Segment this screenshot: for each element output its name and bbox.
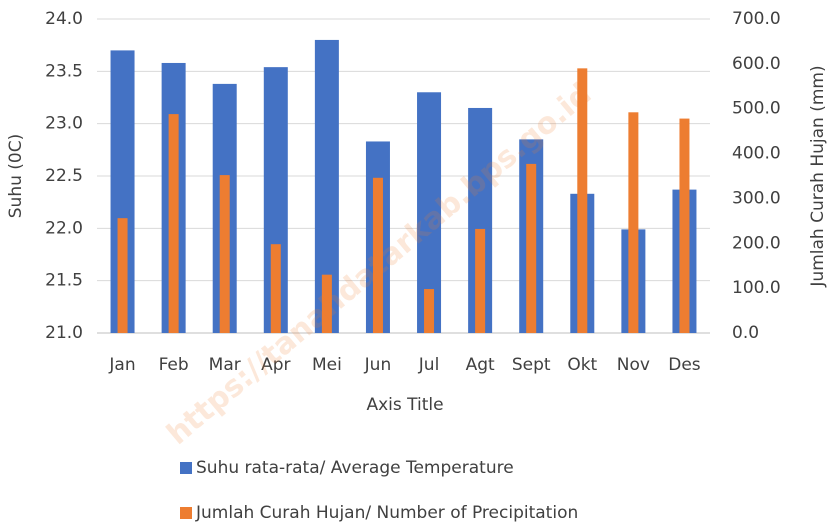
bar bbox=[424, 289, 435, 333]
y2-tick-label: 0.0 bbox=[732, 323, 759, 343]
y-tick-label: 21.0 bbox=[45, 323, 83, 343]
legend-label: Suhu rata-rata/ Average Temperature bbox=[196, 458, 514, 478]
x-tick-label: Agt bbox=[466, 355, 495, 375]
x-tick-label: Mar bbox=[209, 355, 241, 375]
y2-axis-title: Jumlah Curah Hujan (mm) bbox=[808, 65, 828, 287]
bar bbox=[117, 218, 128, 333]
y-tick-label: 24.0 bbox=[45, 9, 83, 29]
x-tick-label: Mei bbox=[312, 355, 342, 375]
bar bbox=[526, 163, 537, 333]
bar bbox=[168, 114, 179, 334]
y-tick-label: 23.0 bbox=[45, 114, 83, 134]
bar bbox=[110, 50, 135, 334]
x-tick-label: Jan bbox=[108, 355, 135, 375]
x-tick-label: Feb bbox=[159, 355, 189, 375]
y2-tick-label: 300.0 bbox=[732, 188, 781, 208]
bar bbox=[628, 112, 639, 333]
x-tick-label: Des bbox=[668, 355, 701, 375]
legend-swatch bbox=[180, 507, 192, 519]
x-tick-label: Jul bbox=[418, 355, 440, 375]
legend-swatch bbox=[180, 462, 192, 474]
y2-tick-label: 100.0 bbox=[732, 278, 781, 298]
y-tick-label: 22.5 bbox=[45, 166, 83, 186]
x-tick-label: Sept bbox=[512, 355, 551, 375]
bar bbox=[475, 228, 486, 333]
x-tick-label: Okt bbox=[567, 355, 597, 375]
y2-tick-label: 600.0 bbox=[732, 54, 781, 74]
x-tick-label: Jun bbox=[364, 355, 392, 375]
y-tick-label: 23.5 bbox=[45, 61, 83, 81]
y-tick-label: 22.0 bbox=[45, 218, 83, 238]
y-tick-label: 21.5 bbox=[45, 271, 83, 291]
y2-tick-label: 500.0 bbox=[732, 99, 781, 119]
bar bbox=[270, 244, 281, 333]
x-axis-title: Axis Title bbox=[366, 395, 443, 415]
x-tick-label: Apr bbox=[261, 355, 290, 375]
bar bbox=[219, 175, 230, 333]
y2-tick-label: 400.0 bbox=[732, 144, 781, 164]
legend-label: Jumlah Curah Hujan/ Number of Precipitat… bbox=[195, 503, 578, 523]
bar bbox=[577, 68, 588, 333]
x-tick-label: Nov bbox=[617, 355, 650, 375]
bar bbox=[321, 274, 332, 333]
bar bbox=[679, 118, 690, 333]
y2-tick-label: 700.0 bbox=[732, 9, 781, 29]
bar bbox=[372, 177, 383, 333]
y2-tick-label: 200.0 bbox=[732, 233, 781, 253]
y-axis-title: Suhu (0C) bbox=[6, 134, 26, 218]
